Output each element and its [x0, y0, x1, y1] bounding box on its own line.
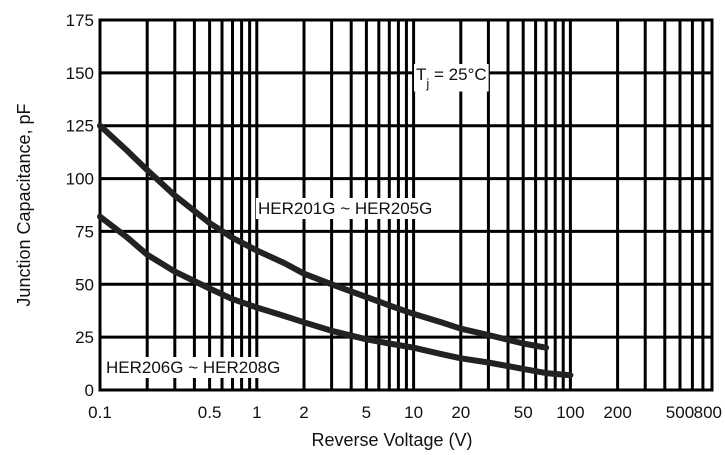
y-tick-label: 150 [66, 64, 94, 83]
series-label-1: HER201G ~ HER205G [258, 199, 432, 218]
series-line-2 [97, 213, 574, 379]
x-tick-label: 200 [603, 403, 631, 422]
series-label-1-bg [256, 198, 435, 219]
x-tick-label: 800 [694, 403, 722, 422]
y-tick-label: 25 [75, 328, 94, 347]
series-label-2-bg [104, 357, 283, 378]
x-tick-label: 10 [404, 403, 423, 422]
y-tick-label: 100 [66, 170, 94, 189]
series-line-1 [97, 122, 550, 351]
x-tick-label: 5 [362, 403, 371, 422]
x-axis-title: Reverse Voltage (V) [311, 430, 472, 450]
series-label-1-group: HER201G ~ HER205G [256, 198, 435, 219]
x-tick-label: 2 [299, 403, 308, 422]
series-label-2: HER206G ~ HER208G [106, 358, 280, 377]
tick-labels: 0.1 0.5 1 2 5 10 20 50 100 200 500 8000255075100125… [66, 11, 722, 422]
condition-label-group: Tj = 25°C [414, 64, 489, 92]
x-tick-label: 0.5 [198, 403, 222, 422]
y-tick-label: 50 [75, 275, 94, 294]
condition-label-rest: = 25°C [429, 65, 486, 84]
condition-label: Tj = 25°C [416, 65, 487, 91]
x-tick-label: 50 [514, 403, 533, 422]
y-axis-title: Junction Capacitance, pF [14, 103, 34, 306]
series-label-2-group: HER206G ~ HER208G [104, 357, 283, 378]
x-tick-label: 1 [252, 403, 261, 422]
x-tick-label: 500 [666, 403, 694, 422]
y-tick-label: 75 [75, 222, 94, 241]
y-tick-label: 125 [66, 117, 94, 136]
condition-label-sub: j [425, 76, 429, 91]
condition-label-bg [414, 64, 489, 92]
x-tick-label: 0.1 [88, 403, 112, 422]
annotations: HER201G ~ HER205G HER206G ~ HER208G Tj = 2… [104, 64, 489, 378]
plot-frame [98, 18, 714, 392]
series-curves [97, 122, 574, 379]
y-tick-label: 0 [85, 381, 94, 400]
x-tick-label: 100 [556, 403, 584, 422]
condition-label-main: T [416, 65, 426, 84]
y-tick-label: 175 [66, 11, 94, 30]
x-tick-label: 20 [451, 403, 470, 422]
